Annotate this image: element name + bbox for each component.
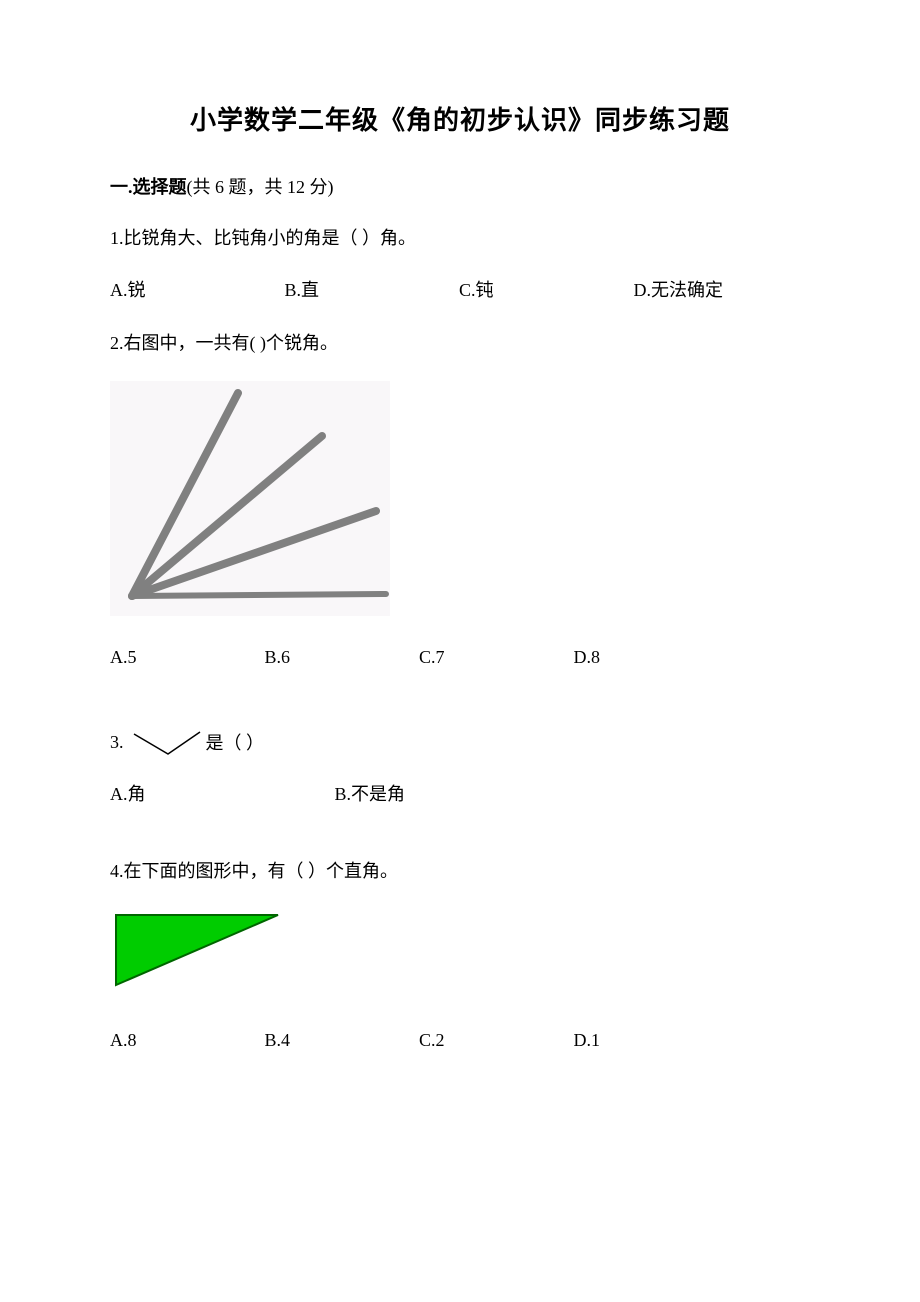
question-4-figure xyxy=(110,909,810,996)
spacer xyxy=(110,834,810,858)
q2-option-b: B.6 xyxy=(265,647,415,668)
q3-option-b: B.不是角 xyxy=(335,780,555,806)
q4-option-a: A.8 xyxy=(110,1030,260,1051)
q4-option-c: C.2 xyxy=(419,1030,569,1051)
question-2-text: 2.右图中，一共有( )个锐角。 xyxy=(110,330,810,357)
q1-option-a: A.锐 xyxy=(110,276,280,302)
question-3-options: A.角 B.不是角 xyxy=(110,780,810,806)
question-1-options: A.锐 B.直 C.钝 D.无法确定 xyxy=(110,276,810,302)
section-heading-prefix: 一.选择题 xyxy=(110,177,187,197)
q4-option-b: B.4 xyxy=(265,1030,415,1051)
q3-option-a: A.角 xyxy=(110,780,330,806)
question-1-text: 1.比锐角大、比钝角小的角是（ ）角。 xyxy=(110,225,810,252)
question-2-figure xyxy=(110,381,810,621)
q4-option-d: D.1 xyxy=(574,1030,724,1051)
question-3-number: 3. xyxy=(110,732,124,753)
question-3-line: 3. 是（ ） xyxy=(110,726,810,758)
document-title: 小学数学二年级《角的初步认识》同步练习题 xyxy=(110,100,810,137)
question-3-after: 是（ ） xyxy=(206,729,265,755)
q1-option-b: B.直 xyxy=(285,276,455,302)
question-4-options: A.8 B.4 C.2 D.1 xyxy=(110,1030,810,1051)
q2-option-a: A.5 xyxy=(110,647,260,668)
spacer xyxy=(110,696,810,726)
q2-option-d: D.8 xyxy=(574,647,724,668)
section-heading-rest: (共 6 题，共 12 分) xyxy=(187,177,334,197)
question-2-options: A.5 B.6 C.7 D.8 xyxy=(110,647,810,668)
q2-option-c: C.7 xyxy=(419,647,569,668)
question-4-text: 4.在下面的图形中，有（ ）个直角。 xyxy=(110,858,810,885)
q1-option-c: C.钝 xyxy=(459,276,629,302)
page: 小学数学二年级《角的初步认识》同步练习题 一.选择题(共 6 题，共 12 分)… xyxy=(0,0,920,1302)
q1-option-d: D.无法确定 xyxy=(634,276,804,302)
question-3-figure xyxy=(128,726,206,758)
section-heading: 一.选择题(共 6 题，共 12 分) xyxy=(110,173,810,199)
